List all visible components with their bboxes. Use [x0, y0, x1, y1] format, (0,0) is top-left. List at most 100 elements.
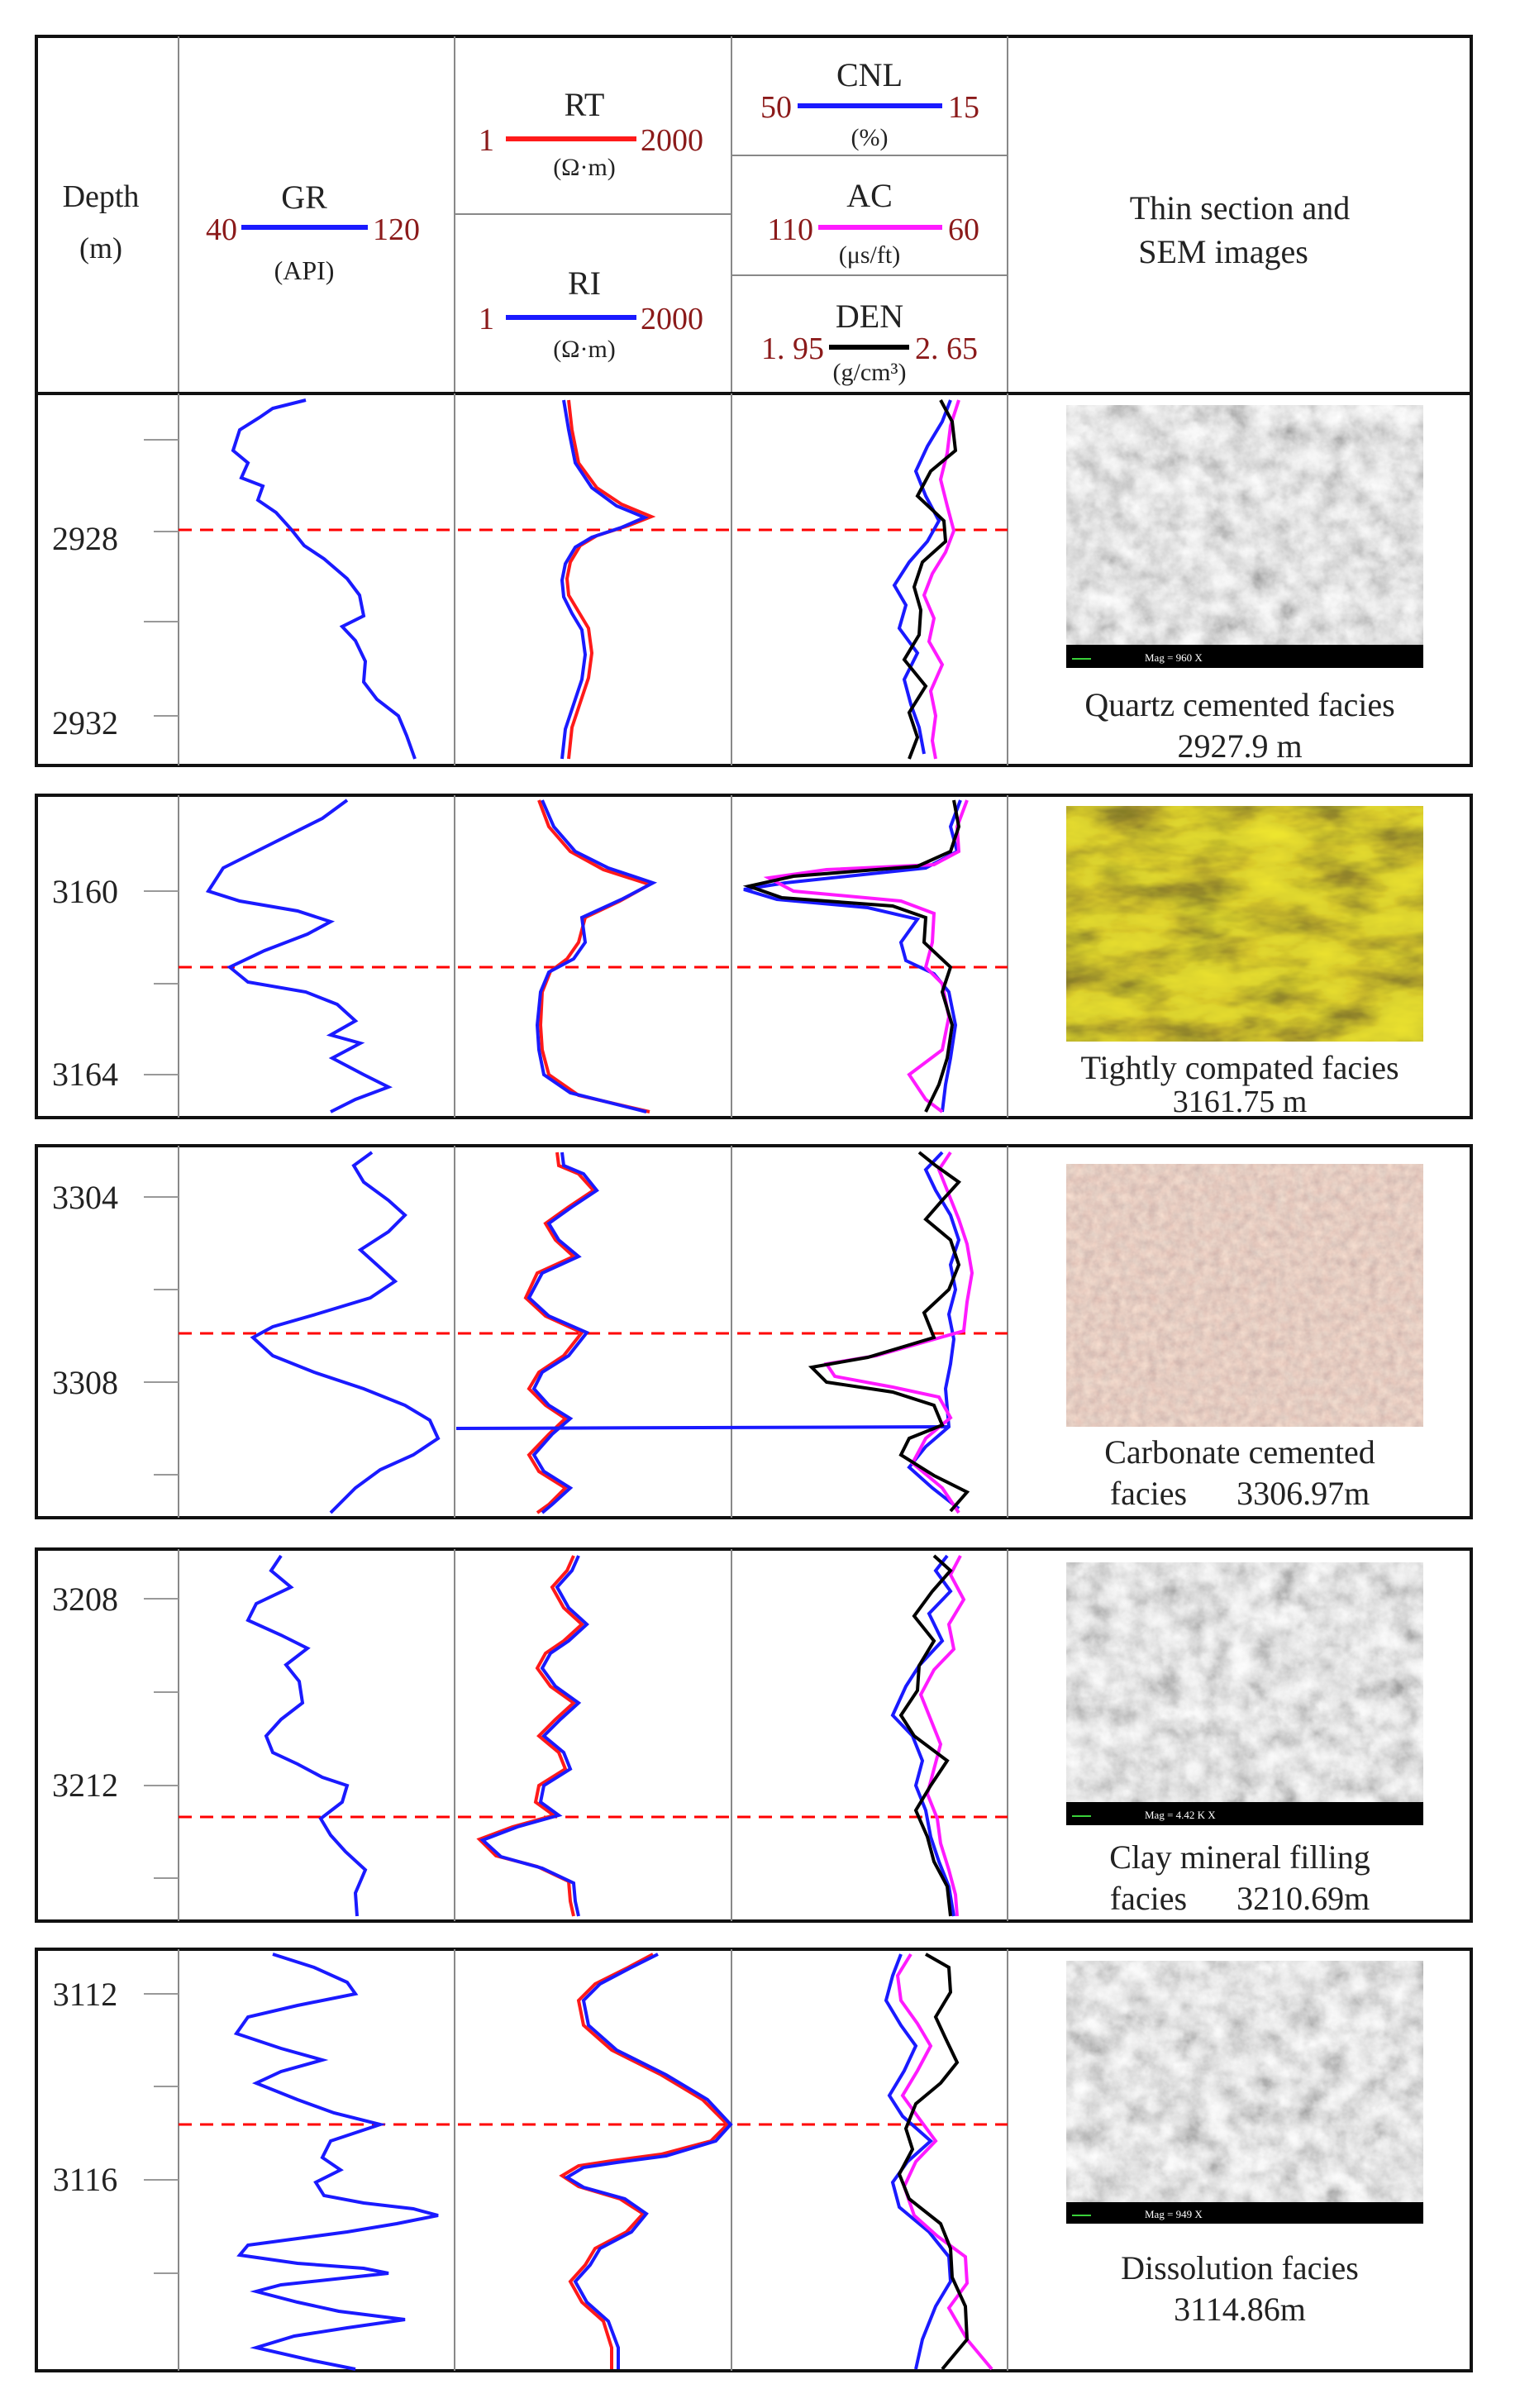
ac-curve — [763, 799, 969, 1113]
thin-section-image — [1066, 1164, 1423, 1427]
gr-unit: (API) — [274, 255, 335, 285]
sem-magnification: Mag = 949 X — [1145, 2208, 1203, 2220]
depth-label: 3308 — [52, 1364, 118, 1401]
rt-unit: (Ω·m) — [553, 154, 616, 181]
cnl-curve — [884, 1953, 953, 2370]
depth-label: 2932 — [52, 704, 118, 741]
sem-micrograph — [1066, 405, 1423, 668]
den-curve — [898, 1554, 953, 1917]
cnl-curve — [892, 399, 952, 755]
depth-label: 3212 — [52, 1767, 118, 1804]
facies-depth-caption: facies 3210.69m — [1110, 1880, 1370, 1917]
header: Depth (m) GR 40 120 (API) RT 1 2000 (Ω·m… — [35, 35, 1473, 395]
log-panel: 3112 3116 Mag = 949 X Dissolution facies… — [35, 1948, 1473, 2372]
den-scale-max: 2. 65 — [915, 331, 978, 366]
sem-image: Mag = 4.42 K X — [1066, 1562, 1423, 1825]
sem-info-bar — [1066, 2202, 1423, 2224]
sem-info-bar — [1066, 645, 1423, 668]
facies-depth-caption: 2927.9 m — [1177, 727, 1302, 765]
ac-curve-name: AC — [846, 177, 893, 214]
cnl-scale-min: 50 — [760, 90, 792, 125]
ri-curve — [564, 1953, 733, 2369]
den-unit: (g/cm³) — [833, 359, 907, 386]
cnl-curve-name: CNL — [836, 56, 903, 93]
facies-caption: Tightly compated facies — [1080, 1049, 1398, 1086]
ri-curve-name: RI — [568, 265, 601, 302]
den-curve — [902, 399, 958, 760]
depth-label: 3208 — [52, 1581, 118, 1618]
log-panel: 3208 3212 Mag = 4.42 K X Clay mineral fi… — [35, 1547, 1473, 1923]
rt-curve — [523, 1152, 597, 1514]
cnl-scale-max: 15 — [948, 90, 979, 125]
panel-frame — [35, 794, 1473, 1119]
facies-caption: Dissolution facies — [1121, 2249, 1359, 2286]
depth-label: 2928 — [52, 520, 118, 557]
resistivity-cutoff-line — [455, 1425, 950, 1430]
ac-curve — [922, 399, 960, 760]
panel-frame — [35, 1547, 1473, 1923]
thin-section-micrograph — [1066, 1164, 1423, 1427]
images-column-title-line1: Thin section and — [1130, 189, 1351, 226]
log-panel: 3304 3308 Carbonate cemented facies 3306… — [35, 1144, 1473, 1519]
depth-label: 3164 — [52, 1056, 118, 1093]
ri-curve — [535, 799, 658, 1113]
den-scale-min: 1. 95 — [761, 331, 824, 366]
den-curve — [808, 1151, 970, 1513]
facies-depth-caption: facies 3306.97m — [1110, 1475, 1370, 1512]
gr-curve-name: GR — [281, 179, 327, 216]
sem-info-bar — [1066, 1802, 1423, 1825]
gr-curve — [233, 1953, 439, 2371]
depth-header-unit: (m) — [79, 231, 122, 265]
sem-magnification: Mag = 4.42 K X — [1145, 1809, 1216, 1821]
facies-depth-caption: 3161.75 m — [1173, 1085, 1308, 1119]
rt-curve — [476, 1555, 584, 1917]
gr-curve — [245, 1554, 368, 1917]
thin-section-micrograph — [1066, 806, 1423, 1042]
gr-scale-max: 120 — [373, 212, 420, 247]
rt-scale-max: 2000 — [641, 123, 703, 158]
cnl-curve — [890, 1554, 955, 1917]
ri-curve — [479, 1555, 589, 1917]
gr-curve — [231, 398, 417, 760]
rt-curve — [559, 1953, 730, 2369]
gr-curve — [205, 799, 393, 1113]
ac-scale-max: 60 — [948, 212, 979, 247]
ri-scale-max: 2000 — [641, 302, 703, 336]
sem-micrograph — [1066, 1562, 1423, 1825]
rt-curve-name: RT — [565, 86, 605, 123]
rt-curve — [537, 799, 655, 1113]
sem-image: Mag = 960 X — [1066, 405, 1423, 668]
sem-image: Mag = 949 X — [1066, 1961, 1423, 2224]
gr-scale-min: 40 — [206, 212, 237, 247]
cnl-unit: (%) — [851, 124, 889, 151]
ri-unit: (Ω·m) — [553, 336, 616, 363]
log-panel: 2928 2932 Mag = 960 X Quartz cemented fa… — [35, 392, 1473, 767]
den-curve-name: DEN — [836, 298, 903, 335]
ac-curve — [918, 1555, 966, 1917]
depth-label: 3112 — [53, 1976, 118, 2013]
gr-curve — [250, 1151, 441, 1514]
sem-magnification: Mag = 960 X — [1145, 651, 1203, 664]
sem-micrograph — [1066, 1961, 1423, 2224]
ri-curve — [560, 399, 650, 760]
panel-frame — [35, 1144, 1473, 1519]
depth-label: 3116 — [53, 2161, 118, 2198]
ac-curve — [895, 1953, 993, 2371]
den-curve — [742, 799, 961, 1113]
depth-label: 3304 — [52, 1179, 118, 1216]
panel-frame — [35, 1948, 1473, 2372]
images-column-title-line2: SEM images — [1138, 233, 1308, 270]
panel-frame — [35, 392, 1473, 767]
ri-curve — [527, 1152, 599, 1514]
depth-header-label: Depth — [63, 179, 140, 214]
depth-label: 3160 — [52, 873, 118, 910]
facies-depth-caption: 3114.86m — [1174, 2291, 1306, 2328]
rt-scale-min: 1 — [479, 123, 494, 158]
thin-section-image — [1066, 806, 1423, 1042]
log-panel: 3160 3164 Tightly compated facies 3161.7… — [35, 794, 1473, 1119]
ac-unit: (μs/ft) — [839, 241, 900, 269]
rt-curve — [565, 399, 656, 760]
facies-caption: Quartz cemented facies — [1084, 686, 1394, 723]
den-curve — [897, 1953, 970, 2371]
